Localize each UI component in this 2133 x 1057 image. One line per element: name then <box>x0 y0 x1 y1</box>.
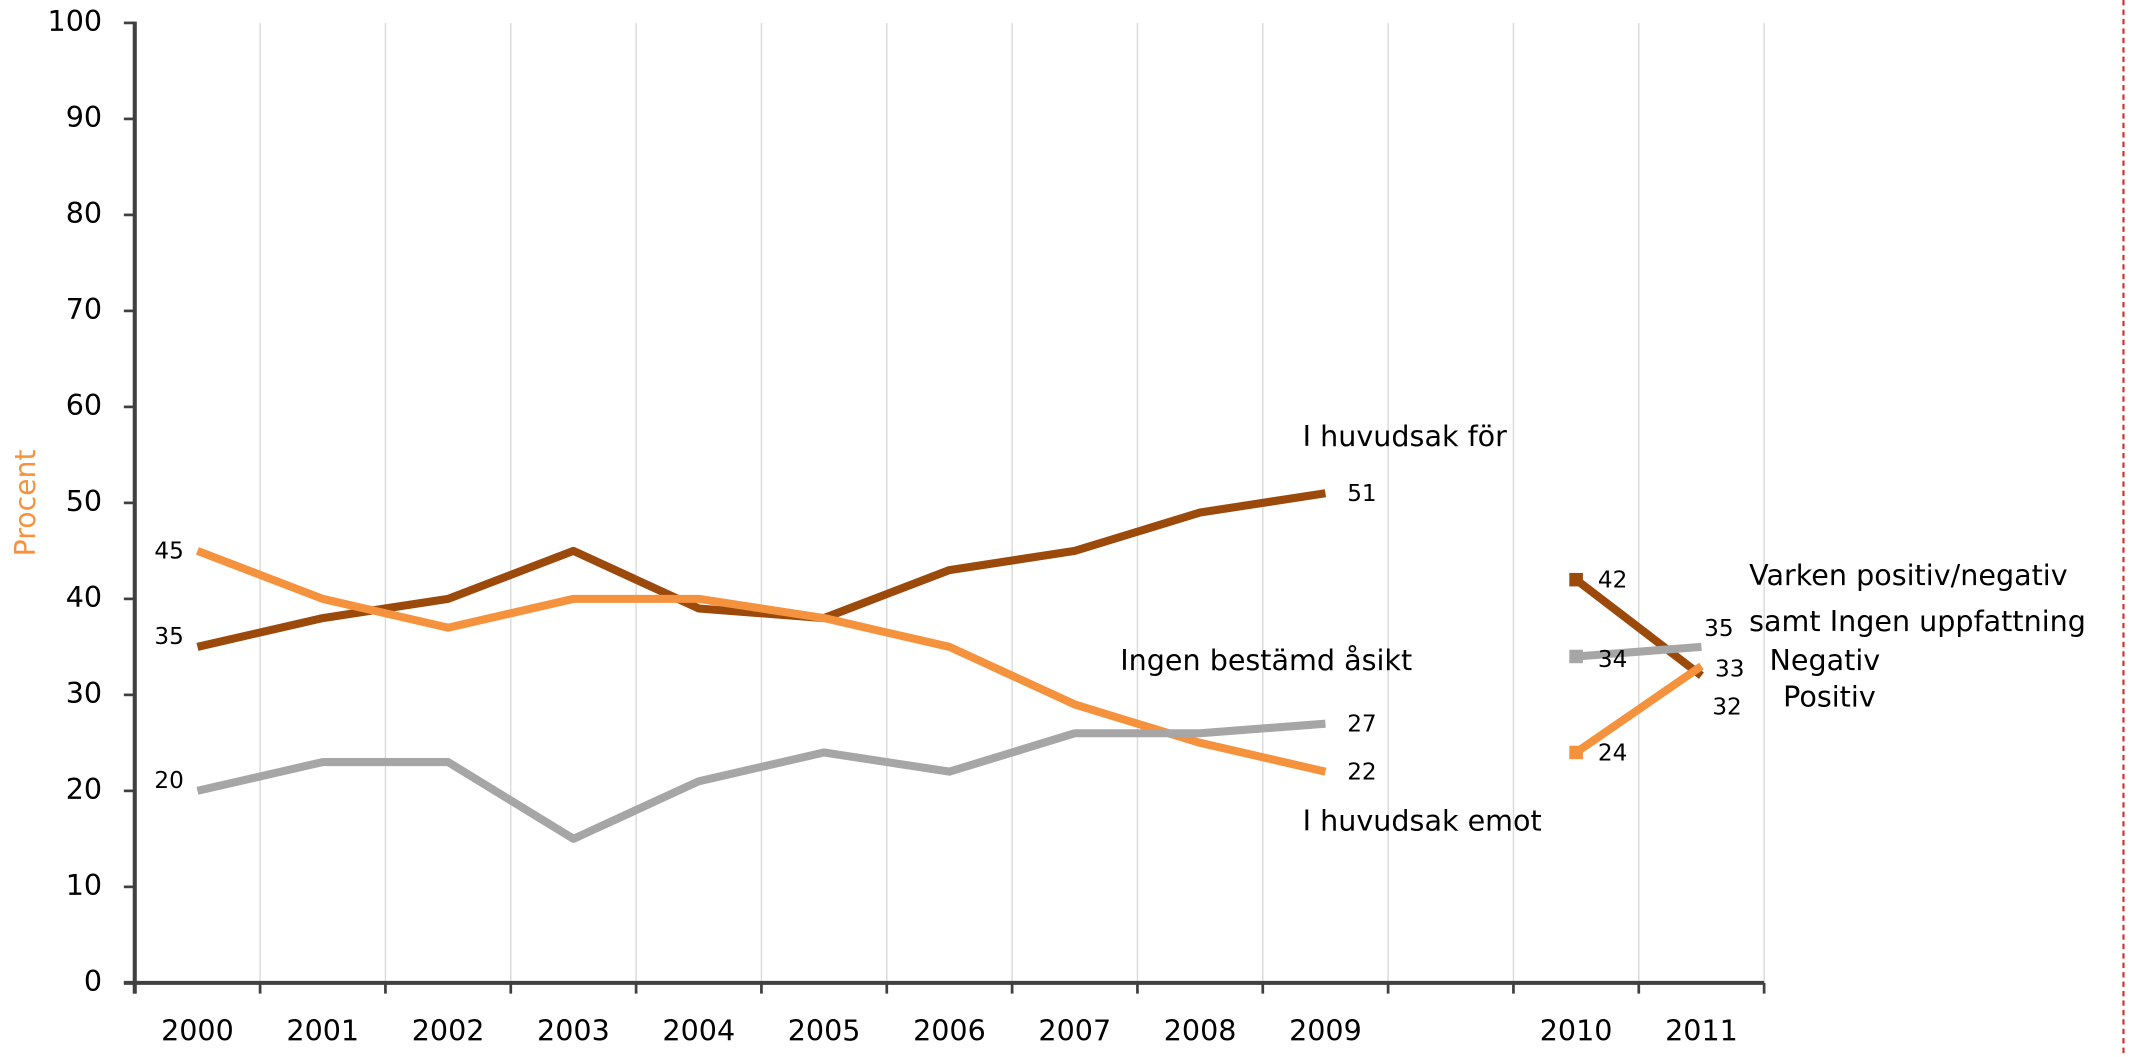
x-tick-label: 2001 <box>286 1015 359 1048</box>
x-tick-label: 2002 <box>412 1015 485 1048</box>
data-label: 22 <box>1347 760 1376 786</box>
data-label: 32 <box>1712 695 1741 721</box>
x-tick-label: 2000 <box>161 1015 234 1048</box>
data-label: 34 <box>1598 647 1627 673</box>
y-tick-label: 30 <box>66 677 102 710</box>
x-tick-label: 2011 <box>1665 1015 1738 1048</box>
series-line <box>196 719 1326 843</box>
y-tick-label: 0 <box>84 965 102 998</box>
y-tick-label: 20 <box>66 773 102 806</box>
x-tick-label: 2003 <box>537 1015 610 1048</box>
point-marker <box>1569 649 1583 664</box>
y-axis-label: Procent <box>9 449 42 556</box>
x-tick-label: 2007 <box>1038 1015 1111 1048</box>
data-label: 27 <box>1347 712 1376 738</box>
series-name-box: Varken positiv/negativ samt Ingen uppfat… <box>1749 559 2086 638</box>
x-tick-label: 2005 <box>788 1015 861 1048</box>
x-tick-label: 2010 <box>1540 1015 1613 1048</box>
y-tick-label: 10 <box>66 869 102 902</box>
y-tick-label: 40 <box>66 581 102 614</box>
x-tick-label: 2006 <box>913 1015 986 1048</box>
series-name: Varken positiv/negativ samt Ingen uppfat… <box>1749 559 2086 638</box>
data-label: 35 <box>154 624 183 650</box>
series-line <box>195 547 1327 776</box>
data-label: 35 <box>1704 616 1733 642</box>
x-tick-label: 2004 <box>662 1015 735 1048</box>
data-label: 24 <box>1598 740 1627 766</box>
series-name: Ingen bestämd åsikt <box>1120 644 1412 677</box>
data-label: 20 <box>154 768 183 794</box>
x-tick-label: 2008 <box>1164 1015 1237 1048</box>
series-line <box>1575 642 1702 661</box>
series-name: Positiv <box>1783 680 1876 713</box>
y-tick-label: 100 <box>48 5 103 38</box>
data-label: 42 <box>1598 568 1627 594</box>
x-tick-label: 2009 <box>1289 1015 1362 1048</box>
series-line <box>1573 576 1704 679</box>
series-name: I huvudsak emot <box>1303 804 1542 837</box>
y-tick-label: 60 <box>66 389 102 422</box>
data-label: 51 <box>1347 481 1376 507</box>
point-marker <box>1569 745 1583 760</box>
point-marker <box>1569 572 1583 587</box>
series-line <box>196 489 1327 651</box>
y-tick-label: 70 <box>66 293 102 326</box>
series-name: I huvudsak för <box>1303 420 1508 453</box>
series-line <box>1573 662 1704 756</box>
data-label: 45 <box>154 539 183 565</box>
y-tick-label: 80 <box>66 197 102 230</box>
y-tick-label: 90 <box>66 101 102 134</box>
data-label: 33 <box>1715 657 1744 683</box>
series-name: Negativ <box>1770 644 1881 677</box>
y-tick-label: 50 <box>66 485 102 518</box>
